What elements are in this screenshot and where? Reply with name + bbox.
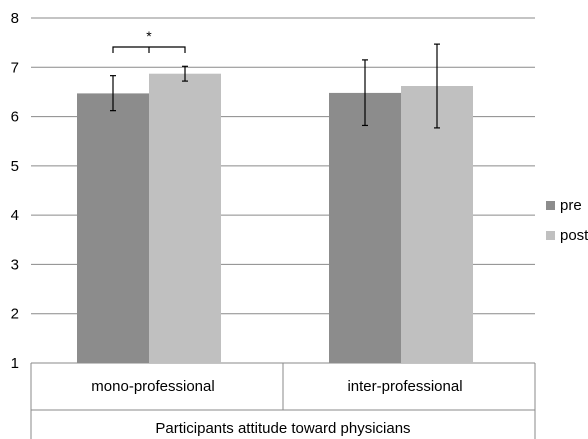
x-axis-title: Participants attitude toward physicians: [155, 420, 410, 437]
bars: [77, 73, 473, 364]
significance-bracket: [112, 46, 186, 53]
legend: pre post: [546, 197, 588, 244]
bar-pre-inter-professional: [329, 92, 401, 364]
y-tick-label: 4: [11, 207, 19, 224]
y-tick-label: 2: [11, 306, 19, 323]
y-tick-label: 5: [11, 158, 19, 175]
legend-label-post: post: [560, 227, 588, 244]
bar-pre-mono-professional: [77, 93, 149, 364]
y-tick-label: 6: [11, 109, 19, 126]
significance-star: *: [146, 28, 152, 44]
bar-post-inter-professional: [401, 86, 473, 363]
x-category-label: mono-professional: [91, 378, 214, 395]
bar-post-mono-professional: [149, 73, 221, 363]
annotations: *: [112, 28, 186, 53]
y-tick-label: 1: [11, 355, 19, 372]
y-tick-labels: 1 2 3 4 5 6 7 8: [11, 10, 19, 372]
y-tick-label: 8: [11, 10, 19, 27]
legend-swatch-post: [546, 231, 555, 240]
legend-label-pre: pre: [560, 197, 582, 214]
y-tick-label: 3: [11, 256, 19, 273]
y-tick-label: 7: [11, 59, 19, 76]
x-axis: mono-professional inter-professional Parti…: [30, 363, 536, 439]
legend-swatch-pre: [546, 201, 555, 210]
x-category-label: inter-professional: [347, 378, 462, 395]
error-bars: [110, 43, 440, 129]
